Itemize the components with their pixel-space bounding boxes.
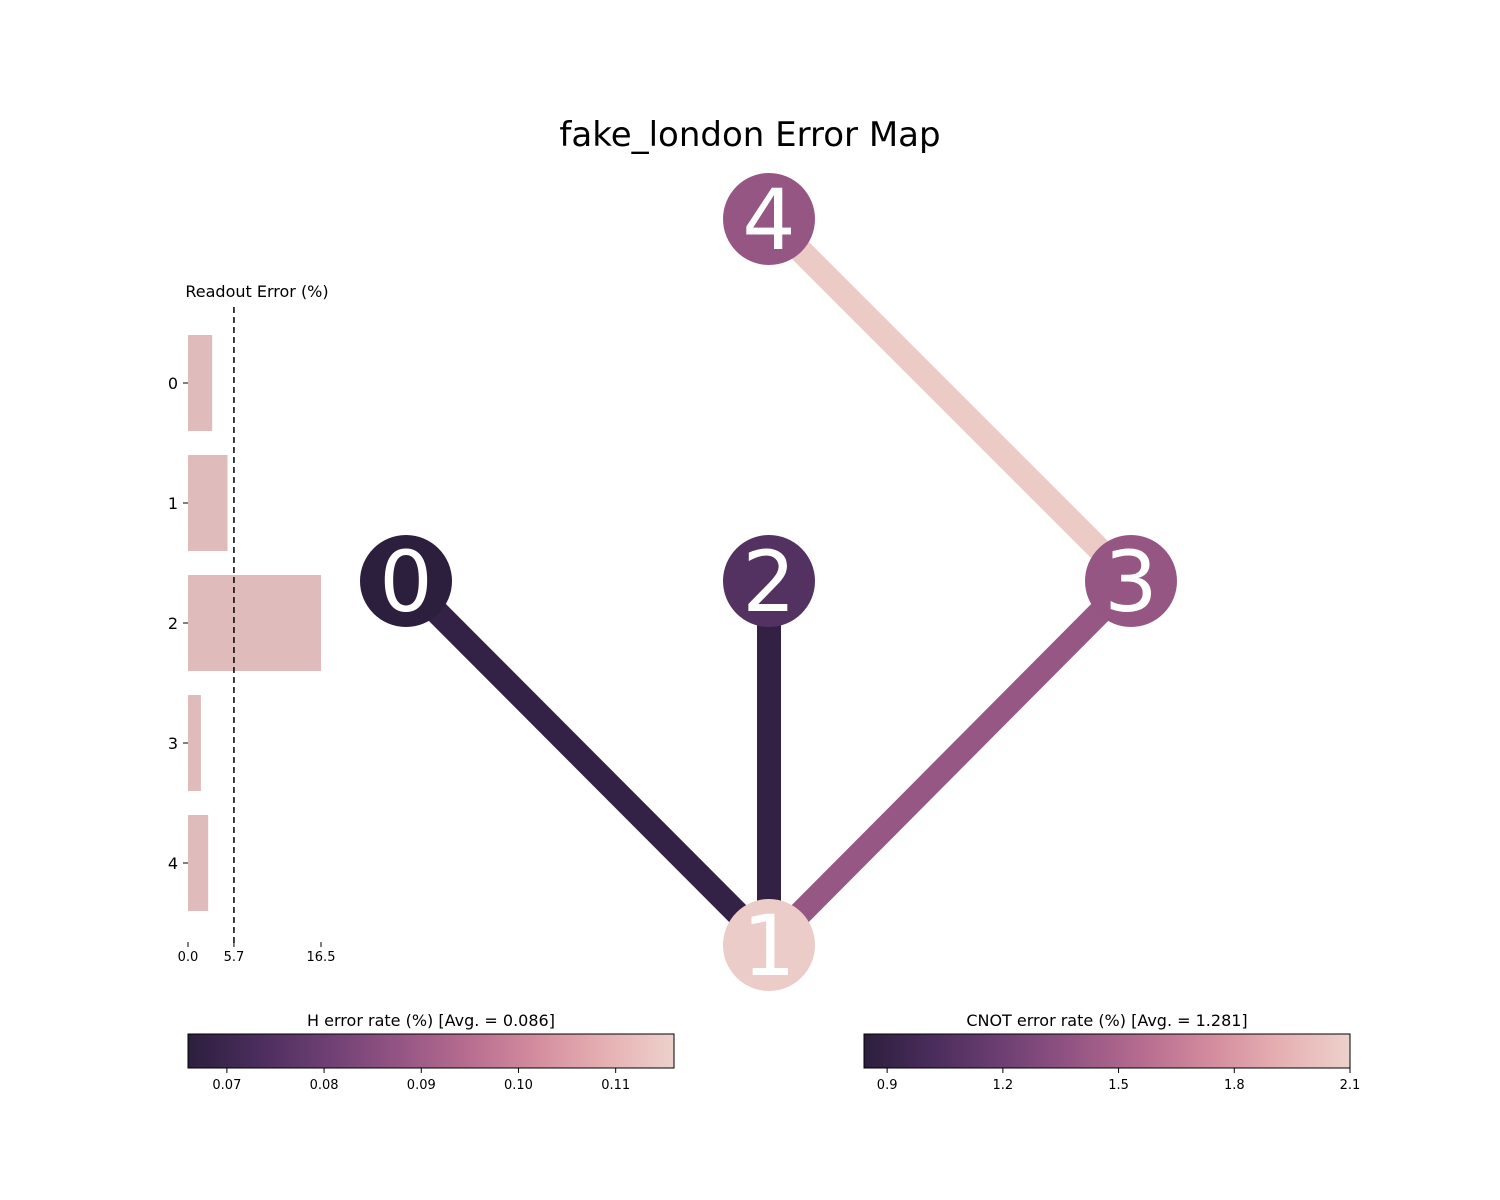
colorbar-tick-label: 0.11 [601, 1078, 630, 1093]
coupling-map: 0 1 2 3 4 [360, 171, 1177, 995]
qubit-node-0 [360, 535, 452, 627]
qubit-label-4: 4 [742, 171, 795, 269]
colorbar-tick-label: 1.5 [1108, 1078, 1129, 1093]
qubit-label-1: 1 [742, 897, 795, 995]
readout-xtick-label: 5.7 [224, 950, 245, 965]
qubit-label-3: 3 [1104, 533, 1157, 631]
h-colorbar-ticks: 0.07 0.08 0.09 0.10 0.11 [212, 1068, 630, 1093]
qubit-nodes: 0 1 2 3 4 [360, 171, 1177, 995]
colorbar-tick-label: 1.2 [993, 1078, 1014, 1093]
readout-ytick-label-4: 4 [168, 854, 178, 873]
colorbar-tick-label: 1.8 [1224, 1078, 1245, 1093]
h-error-colorbar: H error rate (%) [Avg. = 0.086] 0.07 0.08… [187, 1011, 675, 1093]
edge-0-1 [397, 572, 778, 954]
qubit-node-4 [723, 173, 815, 265]
qubit-node-3 [1085, 535, 1177, 627]
readout-bar-2 [188, 575, 321, 671]
readout-bar-1 [188, 455, 228, 551]
readout-ytick-label-2: 2 [168, 614, 178, 633]
colorbar-tick-label: 0.09 [407, 1078, 436, 1093]
cnot-colorbar-ticks: 0.9 1.2 1.5 1.8 2.1 [877, 1068, 1361, 1093]
edge-3-1 [760, 572, 1140, 954]
qubit-node-2 [723, 535, 815, 627]
cnot-error-colorbar: CNOT error rate (%) [Avg. = 1.281] 0.9 1.… [863, 1011, 1361, 1093]
readout-error-panel: Readout Error (%) 0 1 2 3 4 0.0 5.7 16.5 [168, 282, 336, 965]
colorbar-tick-label: 2.1 [1340, 1078, 1361, 1093]
qubit-label-2: 2 [742, 533, 795, 631]
chart-title: fake_london Error Map [559, 115, 940, 155]
readout-title: Readout Error (%) [185, 282, 328, 301]
h-colorbar-label: H error rate (%) [Avg. = 0.086] [307, 1011, 555, 1030]
readout-ytick-label-0: 0 [168, 374, 178, 393]
qubit-label-0: 0 [379, 533, 432, 631]
readout-bar-3 [188, 695, 201, 791]
cnot-colorbar-label: CNOT error rate (%) [Avg. = 1.281] [966, 1011, 1247, 1030]
coupling-edges [397, 210, 1140, 954]
qubit-node-1 [723, 899, 815, 991]
colorbar-tick-label: 0.08 [310, 1078, 339, 1093]
colorbar-tick-label: 0.9 [877, 1078, 898, 1093]
readout-xtick-label: 0.0 [178, 950, 199, 965]
readout-y-ticks: 0 1 2 3 4 [168, 374, 188, 873]
edge-4-3 [760, 210, 1140, 590]
readout-ytick-label-1: 1 [168, 494, 178, 513]
readout-bar-4 [188, 815, 209, 911]
readout-bars [188, 335, 321, 911]
cnot-colorbar-gradient [863, 1033, 1351, 1069]
readout-xtick-label: 16.5 [307, 950, 336, 965]
colorbar-tick-label: 0.07 [212, 1078, 241, 1093]
readout-bar-0 [188, 335, 213, 431]
readout-ytick-label-3: 3 [168, 734, 178, 753]
h-colorbar-gradient [187, 1033, 675, 1069]
readout-x-ticks: 0.0 5.7 16.5 [178, 942, 336, 965]
colorbar-tick-label: 0.10 [504, 1078, 533, 1093]
